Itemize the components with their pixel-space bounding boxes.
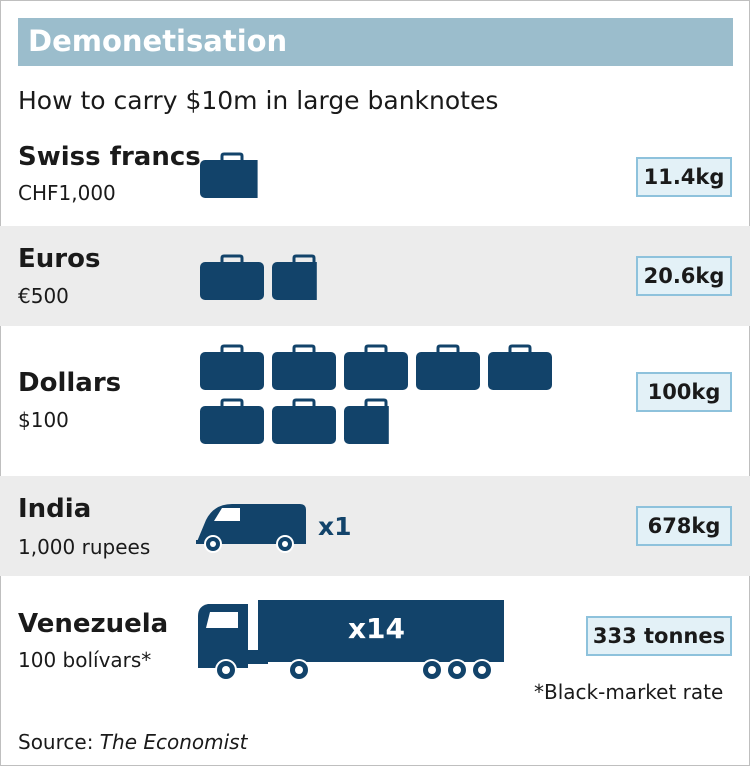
value-box-euros: 20.6kg <box>636 256 732 296</box>
truck-icon <box>198 600 504 681</box>
row-note-euros: €500 <box>18 284 69 308</box>
van-icon <box>196 504 306 553</box>
value-box-dollars: 100kg <box>636 372 732 412</box>
title-bar: Demonetisation <box>18 18 733 66</box>
briefcase-icon-2-4 <box>488 344 552 390</box>
footnote: *Black-market rate <box>534 680 724 704</box>
briefcase-icon-2-7 <box>344 398 389 444</box>
row-label-euros: Euros <box>18 244 101 274</box>
row-band-euros <box>0 226 750 326</box>
row-note-india: 1,000 rupees <box>18 535 151 559</box>
source-line: Source: The Economist <box>18 730 247 754</box>
briefcase-icon-2-3 <box>416 344 480 390</box>
briefcase-icon-2-2 <box>344 344 408 390</box>
van-count-label: x1 <box>318 512 352 541</box>
value-box-swiss-francs: 11.4kg <box>636 157 732 197</box>
chart-title: Demonetisation <box>28 24 288 58</box>
briefcase-icon-2-5 <box>200 398 264 444</box>
row-label-dollars: Dollars <box>18 368 122 398</box>
row-label-swiss-francs: Swiss francs <box>18 142 201 172</box>
source-label: Source: <box>18 730 94 754</box>
value-box-india: 678kg <box>636 506 732 546</box>
briefcase-group <box>200 152 552 444</box>
row-label-venezuela: Venezuela <box>18 609 169 639</box>
briefcase-icon-1-0 <box>200 254 264 300</box>
row-note-dollars: $100 <box>18 408 69 432</box>
chart-subtitle: How to carry $10m in large banknotes <box>18 86 499 115</box>
briefcase-icon-1-1 <box>272 254 317 300</box>
briefcase-icon-2-0 <box>200 344 264 390</box>
briefcase-icon-2-6 <box>272 398 336 444</box>
row-note-swiss-francs: CHF1,000 <box>18 181 116 205</box>
briefcase-icon-2-1 <box>272 344 336 390</box>
value-box-venezuela: 333 tonnes <box>586 616 732 656</box>
row-band-india <box>0 476 750 576</box>
briefcase-icon-0-0 <box>200 152 258 198</box>
row-label-india: India <box>18 494 92 524</box>
truck-count-label: x14 <box>348 612 406 645</box>
source-publication: The Economist <box>99 730 248 754</box>
row-note-venezuela: 100 bolívars* <box>18 648 152 672</box>
